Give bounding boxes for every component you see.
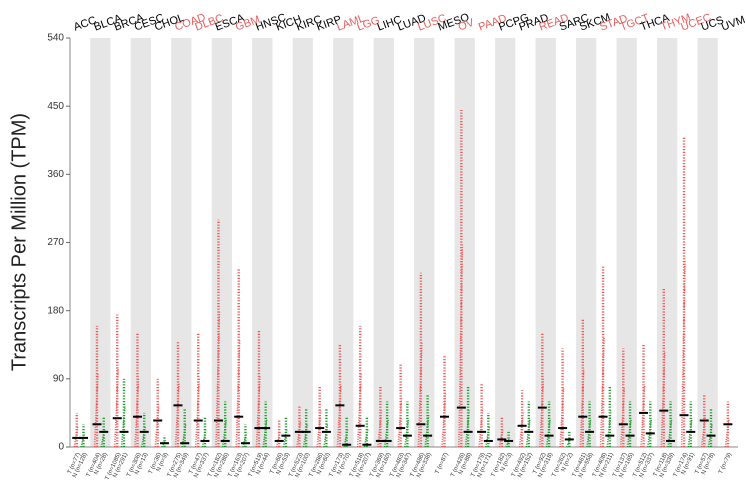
dot-column-spread (660, 351, 666, 448)
band-shade (576, 38, 597, 447)
dot-column-spread (275, 430, 281, 448)
dot-column-spread (296, 421, 302, 448)
dot-column-spread (640, 385, 646, 448)
y-tick-label: 540 (47, 33, 64, 44)
band-shade (657, 38, 678, 447)
dot-column-spread (336, 385, 342, 448)
y-tick-label: 270 (47, 237, 64, 248)
dot-column-spread (539, 378, 545, 448)
band-shade (414, 38, 435, 447)
dot-column-spread (559, 387, 565, 448)
dot-column-spread (73, 426, 79, 448)
dot-column-spread (154, 406, 160, 448)
dot-column-spread (100, 428, 106, 448)
category-label: OV (457, 17, 477, 34)
dot-column-spread (215, 310, 221, 448)
y-tick-label: 360 (47, 169, 64, 180)
y-tick-label: 0 (58, 442, 64, 453)
band-shade (211, 38, 232, 447)
band-shade (252, 38, 273, 447)
dot-column-spread (397, 396, 403, 448)
band-shade (171, 38, 192, 447)
y-axis-label: Transcripts Per Million (TPM) (8, 113, 30, 371)
band-shade (697, 38, 718, 447)
category-label: UVM (720, 14, 746, 34)
group-label: T (n=87) (435, 452, 450, 475)
dot-column-spread (478, 408, 484, 448)
dot-column-spread (356, 374, 362, 448)
y-tick-label: 450 (47, 101, 64, 112)
dot-column-spread (194, 378, 201, 448)
dot-column-spread (134, 378, 140, 448)
band-shade (454, 38, 475, 447)
dot-column-spread (619, 387, 626, 448)
dot-column-spread (417, 342, 423, 448)
dot-column-spread (93, 374, 99, 448)
band-shade (373, 38, 394, 447)
dot-column-spread (235, 340, 241, 448)
band-shade (616, 38, 637, 447)
group-label: T (n=79) (718, 452, 733, 475)
y-tick-label: 90 (53, 373, 65, 384)
dot-column-spread (201, 428, 207, 448)
dot-column-spread (140, 426, 147, 448)
dot-column-spread (282, 428, 288, 448)
dot-column-spread (579, 369, 585, 448)
y-tick-label: 180 (47, 305, 64, 316)
band-shade (495, 38, 516, 447)
band-shade (130, 38, 151, 447)
band-shade (90, 38, 111, 447)
dot-column-spread (498, 428, 504, 448)
dot-column-spread (424, 415, 430, 448)
dot-column-spread (174, 383, 180, 448)
band-shade (535, 38, 556, 447)
dot-column-spread (518, 412, 524, 448)
dot-column-spread (485, 426, 491, 448)
dot-column-spread (120, 406, 126, 448)
dot-column-spread (505, 437, 511, 448)
dot-column-spread (458, 244, 464, 448)
band-shade (333, 38, 354, 447)
band-shade (292, 38, 313, 447)
dot-column-spread (441, 392, 447, 448)
